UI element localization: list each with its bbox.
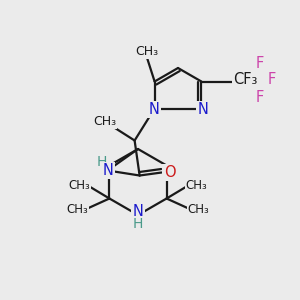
Text: CH₃: CH₃: [67, 203, 88, 216]
Text: N: N: [102, 163, 113, 178]
Text: H: H: [133, 217, 143, 231]
Text: N: N: [148, 102, 159, 117]
Text: F: F: [255, 56, 263, 71]
Text: F: F: [255, 90, 263, 105]
Text: CF₃: CF₃: [233, 72, 258, 87]
Text: F: F: [267, 72, 275, 87]
Text: N: N: [198, 102, 209, 117]
Text: CH₃: CH₃: [188, 203, 209, 216]
Text: N: N: [133, 205, 143, 220]
Text: CH₃: CH₃: [135, 45, 158, 58]
Text: CH₃: CH₃: [186, 179, 208, 192]
Text: CH₃: CH₃: [68, 179, 90, 192]
Text: CH₃: CH₃: [93, 115, 116, 128]
Text: H: H: [96, 155, 107, 170]
Text: O: O: [164, 165, 176, 180]
